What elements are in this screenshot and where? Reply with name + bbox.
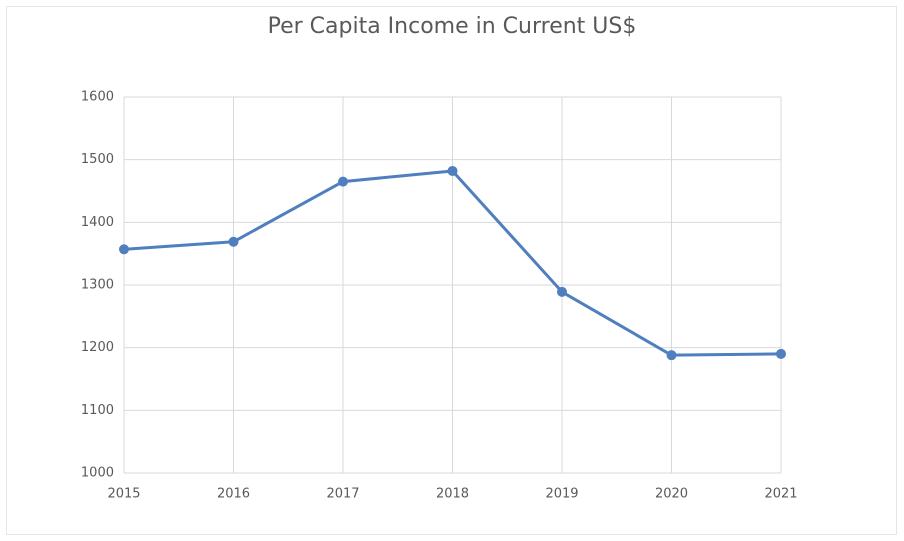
data-point xyxy=(776,348,786,359)
data-point xyxy=(119,244,129,255)
y-tick-label: 1100 xyxy=(81,403,114,418)
data-point xyxy=(447,165,458,176)
x-tick-label: 2019 xyxy=(545,487,578,502)
y-tick-label: 1600 xyxy=(81,90,114,105)
x-tick-label: 2020 xyxy=(655,487,688,502)
x-tick-label: 2018 xyxy=(436,487,469,502)
chart-title: Per Capita Income in Current US$ xyxy=(268,14,637,39)
y-tick-label: 1400 xyxy=(81,215,114,230)
chart-frame xyxy=(6,6,897,535)
y-tick-label: 1000 xyxy=(81,466,114,481)
y-tick-label: 1500 xyxy=(81,152,114,167)
x-tick-label: 2015 xyxy=(107,487,140,502)
x-tick-label: 2021 xyxy=(764,487,797,502)
x-tick-label: 2016 xyxy=(217,487,250,502)
data-point xyxy=(338,176,348,187)
y-tick-label: 1300 xyxy=(81,278,114,293)
data-point xyxy=(666,350,677,361)
y-tick-label: 1200 xyxy=(81,340,114,355)
x-tick-label: 2017 xyxy=(326,487,359,502)
data-point xyxy=(557,286,567,297)
data-point xyxy=(228,236,239,247)
